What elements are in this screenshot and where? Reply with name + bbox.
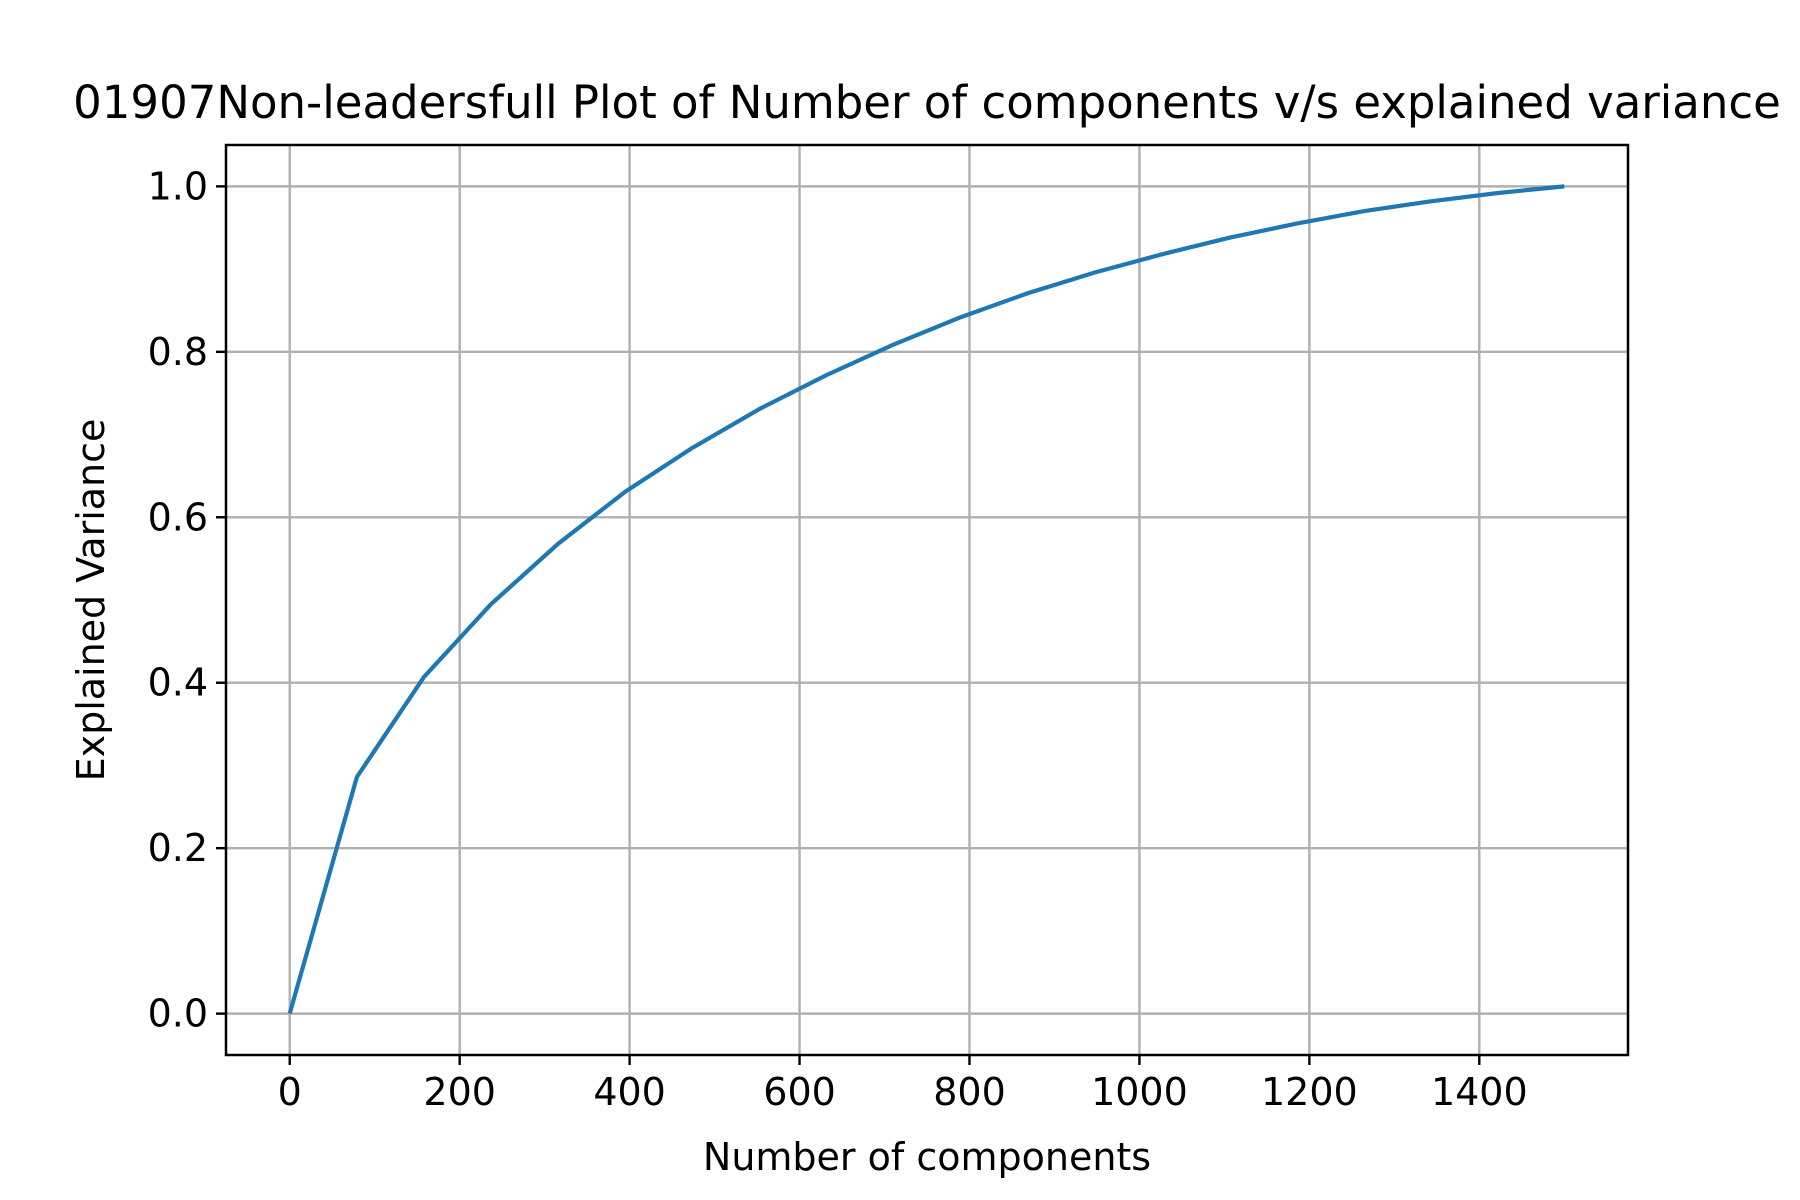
x-tick-label: 200 [423,1070,496,1114]
x-axis-title: Number of components [703,1135,1151,1179]
x-tick-label: 1200 [1261,1070,1358,1114]
series-line [287,184,1565,1015]
y-tick-label: 1.0 [148,164,208,208]
ticks: 0 200 400 600 800 1000 1200 1400 0.0 0.2 0.4 0.6 0.8… [148,164,1528,1114]
x-tick-label: 800 [933,1070,1006,1114]
chart-title: 01907Non-leadersfull Plot of Number of c… [73,76,1781,129]
series-layer [287,184,1565,1015]
x-tick-label: 1000 [1091,1070,1188,1114]
y-tick-label: 0.0 [148,992,208,1036]
x-tick-label: 0 [278,1070,302,1114]
x-tick-label: 1400 [1431,1070,1528,1114]
x-tick-label: 400 [593,1070,666,1114]
y-tick-label: 0.6 [148,495,208,539]
plot-frame [224,143,1630,1057]
x-tick-label: 600 [763,1070,836,1114]
y-axis-title: Explained Variance [69,419,113,782]
y-tick-label: 0.2 [148,826,208,870]
y-tick-label: 0.4 [148,661,208,705]
y-tick-label: 0.8 [148,330,208,374]
grid [226,145,1628,1055]
